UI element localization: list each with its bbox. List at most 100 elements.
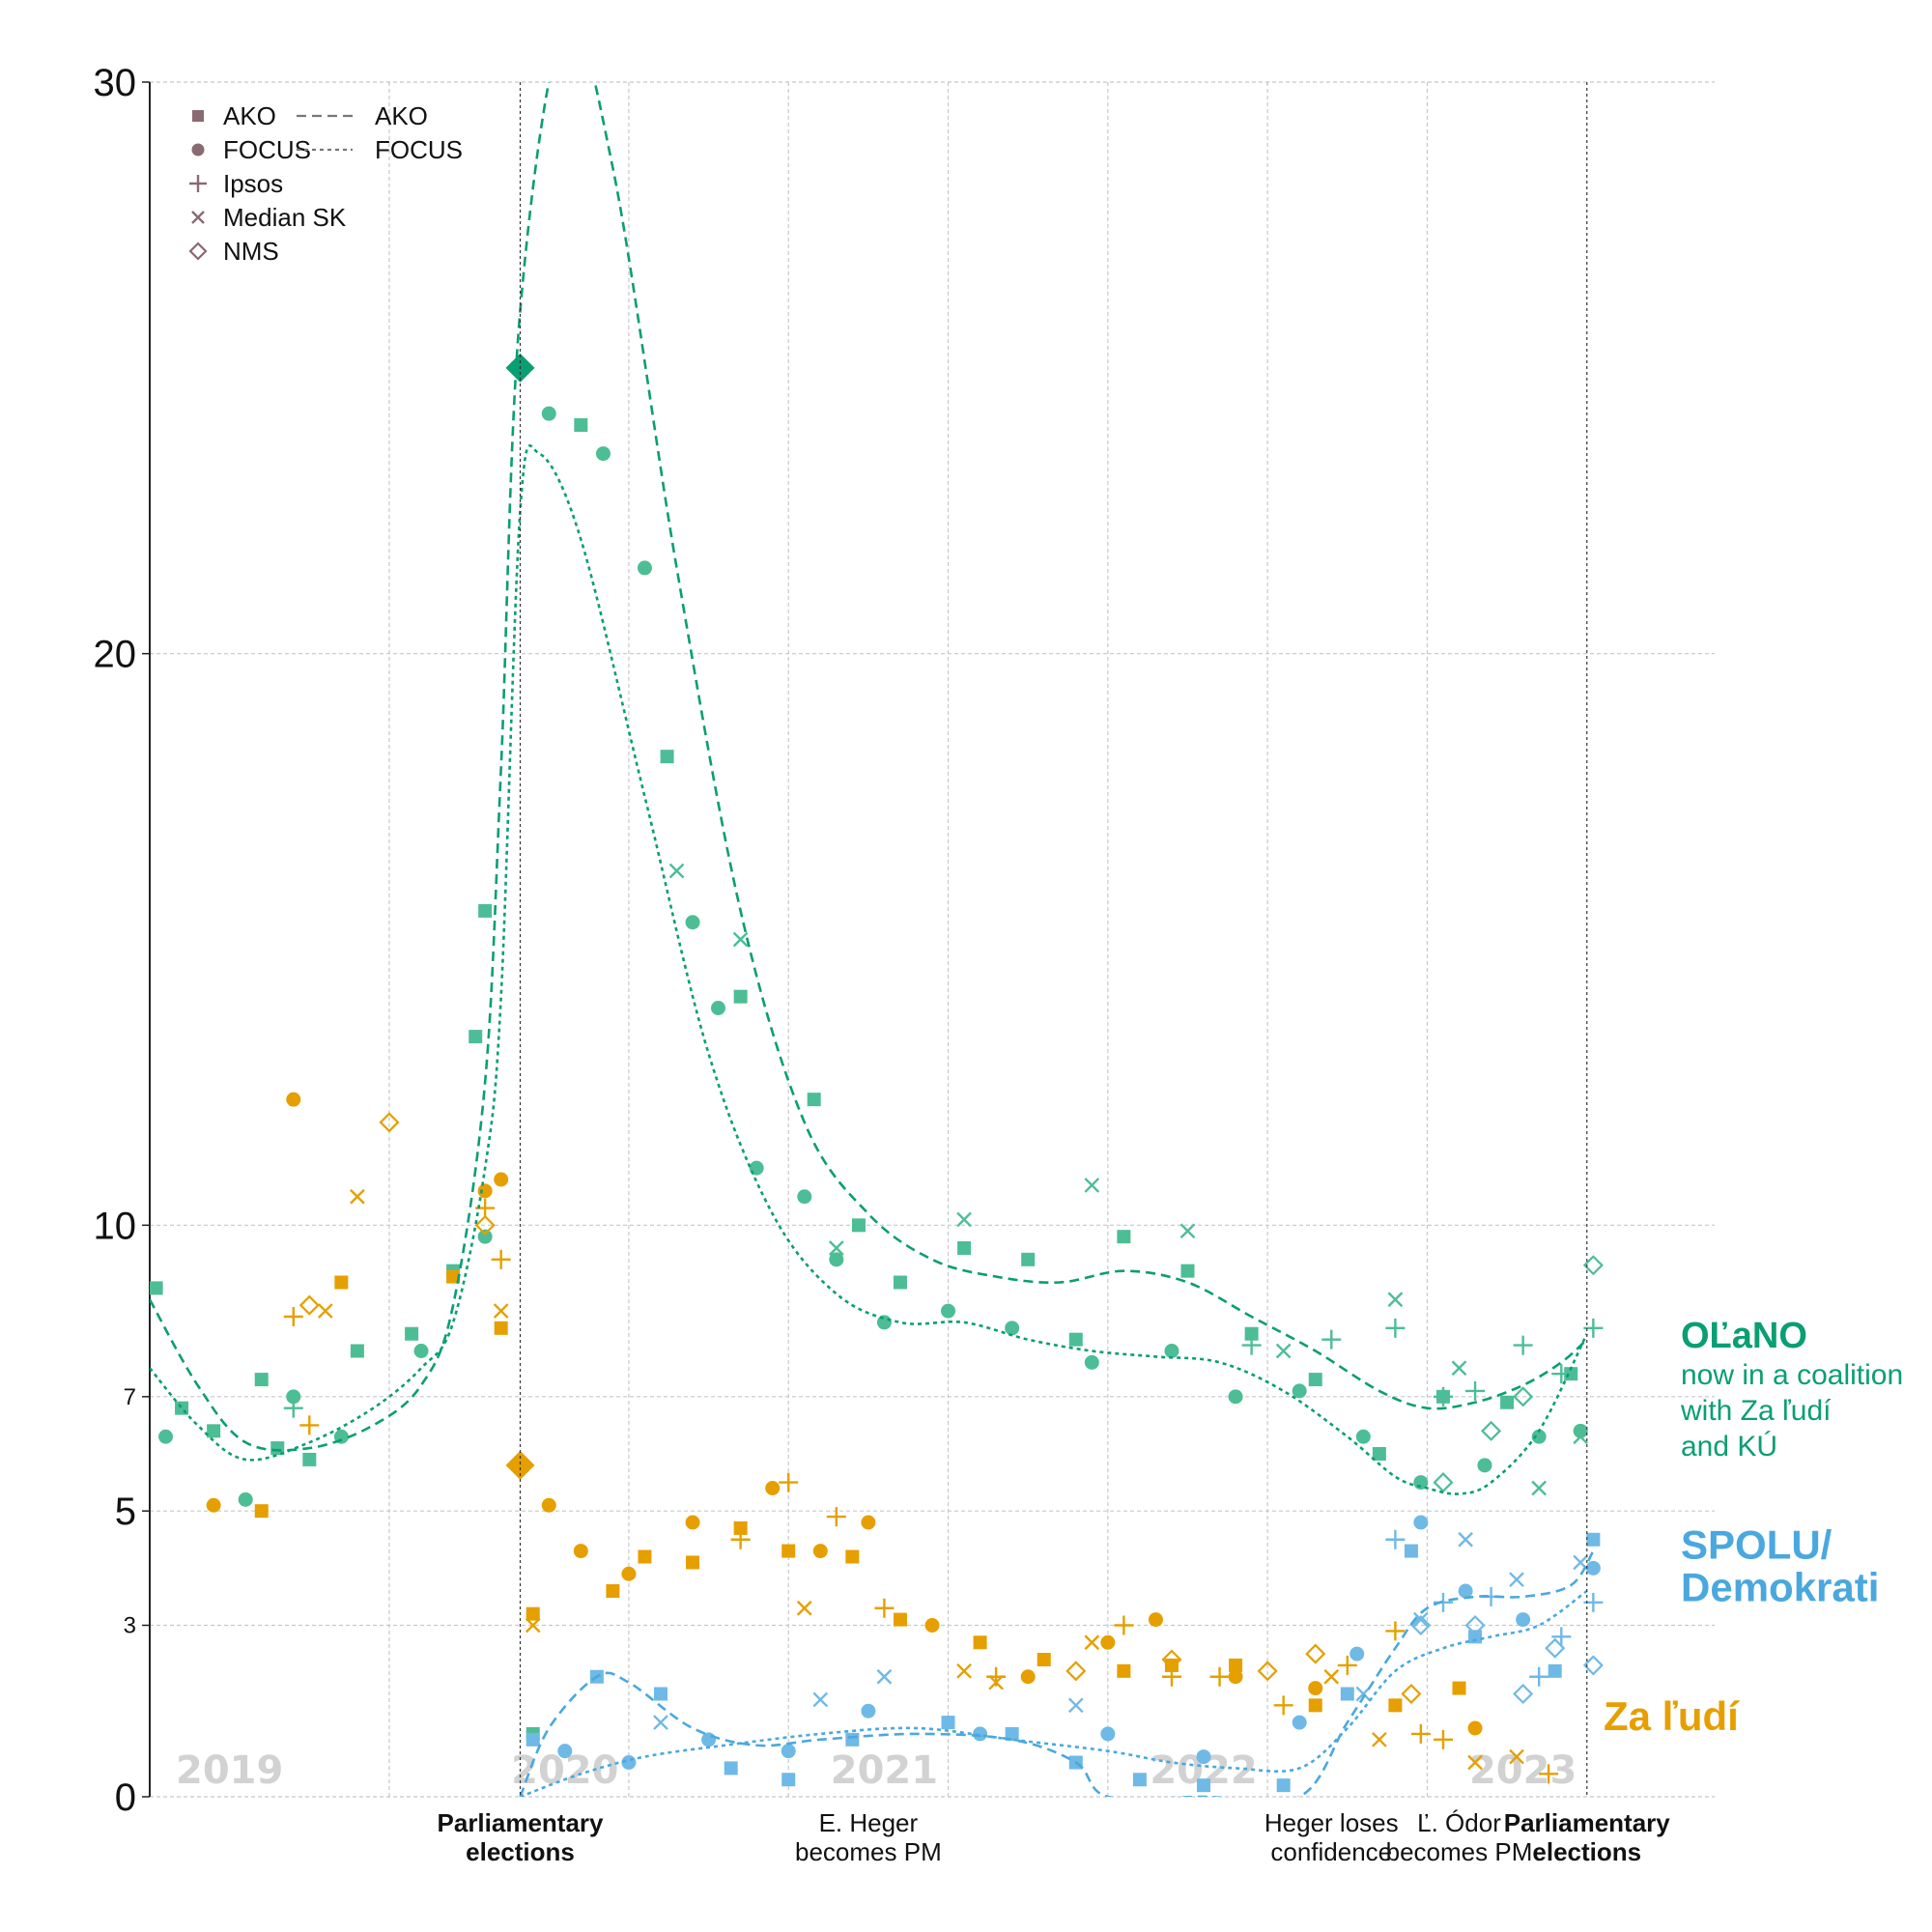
poll-point-ako <box>478 903 493 918</box>
year-label: 2023 <box>1469 1748 1577 1793</box>
party-sublabel: now in a coalition <box>1681 1359 1903 1391</box>
poll-point-nms <box>188 242 208 261</box>
poll-point-ako <box>893 1275 907 1290</box>
poll-point-focus <box>1228 1669 1243 1685</box>
poll-point-median <box>732 931 749 948</box>
party-sublabel: and KÚ <box>1681 1431 1777 1463</box>
event-label: E. Heger <box>819 1808 919 1837</box>
poll-point-nms <box>1305 1643 1326 1664</box>
y-tick-label: 7 <box>124 1384 136 1410</box>
poll-point-ako <box>1500 1395 1515 1409</box>
poll-point-focus <box>1585 1560 1601 1576</box>
party-label: Za ľudí <box>1604 1693 1740 1739</box>
poll-point-ako <box>1372 1447 1386 1461</box>
poll-point-ipsos <box>1337 1655 1357 1675</box>
event-label: elections <box>1532 1837 1641 1866</box>
year-label: 2021 <box>831 1748 938 1793</box>
poll-point-focus <box>1164 1344 1179 1358</box>
poll-point-nms <box>298 1294 320 1316</box>
poll-point-focus <box>1228 1389 1243 1405</box>
y-axis: 0 3 5 7 10 20 30 <box>94 62 151 1819</box>
poll-point-focus <box>861 1703 876 1719</box>
y-tick-label: 20 <box>94 634 137 676</box>
poll-point-ipsos <box>299 1415 320 1435</box>
poll-point-ipsos <box>283 1307 303 1326</box>
poll-point-ako <box>1037 1653 1051 1666</box>
poll-point-ako <box>1244 1326 1259 1341</box>
poll-point-ako <box>192 110 204 122</box>
poll-point-median <box>1179 1223 1196 1239</box>
poll-point-ako <box>686 1555 700 1570</box>
poll-point-median <box>350 1188 365 1205</box>
poll-point-nms <box>474 1214 496 1236</box>
poll-point-ako <box>1388 1698 1403 1713</box>
poll-point-median <box>1084 1634 1100 1651</box>
poll-point-ako <box>254 1373 269 1387</box>
legend-label: Median SK <box>223 203 347 232</box>
poll-point-ako <box>1068 1332 1083 1347</box>
year-label: 2019 <box>176 1748 283 1793</box>
poll-point-ako <box>574 418 588 432</box>
poll-point-ipsos <box>1321 1329 1342 1350</box>
poll-point-focus <box>941 1303 956 1319</box>
poll-point-ako <box>724 1761 738 1776</box>
poll-point-ako <box>1005 1726 1019 1741</box>
y-tick-label: 0 <box>115 1776 136 1819</box>
poll-point-ako <box>1468 1630 1483 1644</box>
poll-point-nms <box>1401 1683 1422 1705</box>
poll-point-ako <box>733 1520 748 1535</box>
poll-point-ako <box>1021 1252 1036 1266</box>
event-label: Parliamentary <box>438 1808 605 1837</box>
poll-point-ipsos <box>1241 1335 1262 1355</box>
poll-point-focus <box>1100 1726 1116 1742</box>
trend-lines <box>150 82 1595 1797</box>
poll-point-nms <box>1582 1255 1604 1276</box>
poll-point-focus <box>1148 1612 1163 1628</box>
y-tick-label: 3 <box>124 1613 136 1639</box>
legend-label: FOCUS <box>223 135 311 164</box>
poll-point-ako <box>207 1424 221 1438</box>
poll-point-ipsos <box>1583 1318 1604 1338</box>
poll-point-median <box>796 1600 812 1616</box>
poll-point-focus <box>494 1172 509 1187</box>
poll-point-ako <box>334 1275 349 1290</box>
poll-point-ipsos <box>1385 1529 1406 1549</box>
poll-point-ako <box>302 1452 317 1466</box>
poll-point-ako <box>1164 1658 1179 1672</box>
poll-point-median <box>668 863 685 879</box>
poll-point-nms <box>1513 1386 1534 1407</box>
poll-point-ako <box>150 1281 163 1295</box>
poll-point-ako <box>606 1584 620 1598</box>
poll-point-nms <box>1433 1472 1454 1493</box>
legend-label: Ipsos <box>223 169 283 198</box>
poll-point-median <box>653 1715 668 1730</box>
poll-point-median <box>988 1674 1004 1690</box>
poll-point-median <box>1451 1360 1467 1377</box>
legend-label: NMS <box>223 237 279 266</box>
poll-point-median <box>876 1668 893 1685</box>
poll-point-ako <box>781 1544 796 1558</box>
poll-point-ako <box>973 1635 987 1650</box>
poll-point-focus <box>829 1252 844 1267</box>
poll-point-median <box>525 1617 541 1634</box>
legend-label: AKO <box>223 101 276 130</box>
poll-point-nms <box>1513 1683 1534 1705</box>
gridlines <box>150 81 1715 1798</box>
poll-point-focus <box>1292 1383 1307 1399</box>
poll-point-focus <box>541 1497 556 1513</box>
poll-point-ako <box>1276 1778 1291 1793</box>
poll-point-focus <box>973 1726 988 1742</box>
poll-point-nms <box>1257 1661 1278 1682</box>
poll-point-median <box>828 1240 844 1256</box>
event-label: becomes PM <box>1386 1837 1533 1866</box>
poll-point-focus <box>1355 1429 1371 1444</box>
poll-point-focus <box>685 915 700 930</box>
poll-point-ako <box>851 1218 866 1233</box>
poll-point-ako <box>893 1612 907 1627</box>
event-label: Parliamentary <box>1504 1808 1671 1837</box>
poll-point-median <box>1531 1480 1548 1496</box>
poll-point-focus <box>477 1229 493 1244</box>
poll-point-median <box>1412 1611 1429 1628</box>
poll-point-ako <box>446 1269 461 1284</box>
